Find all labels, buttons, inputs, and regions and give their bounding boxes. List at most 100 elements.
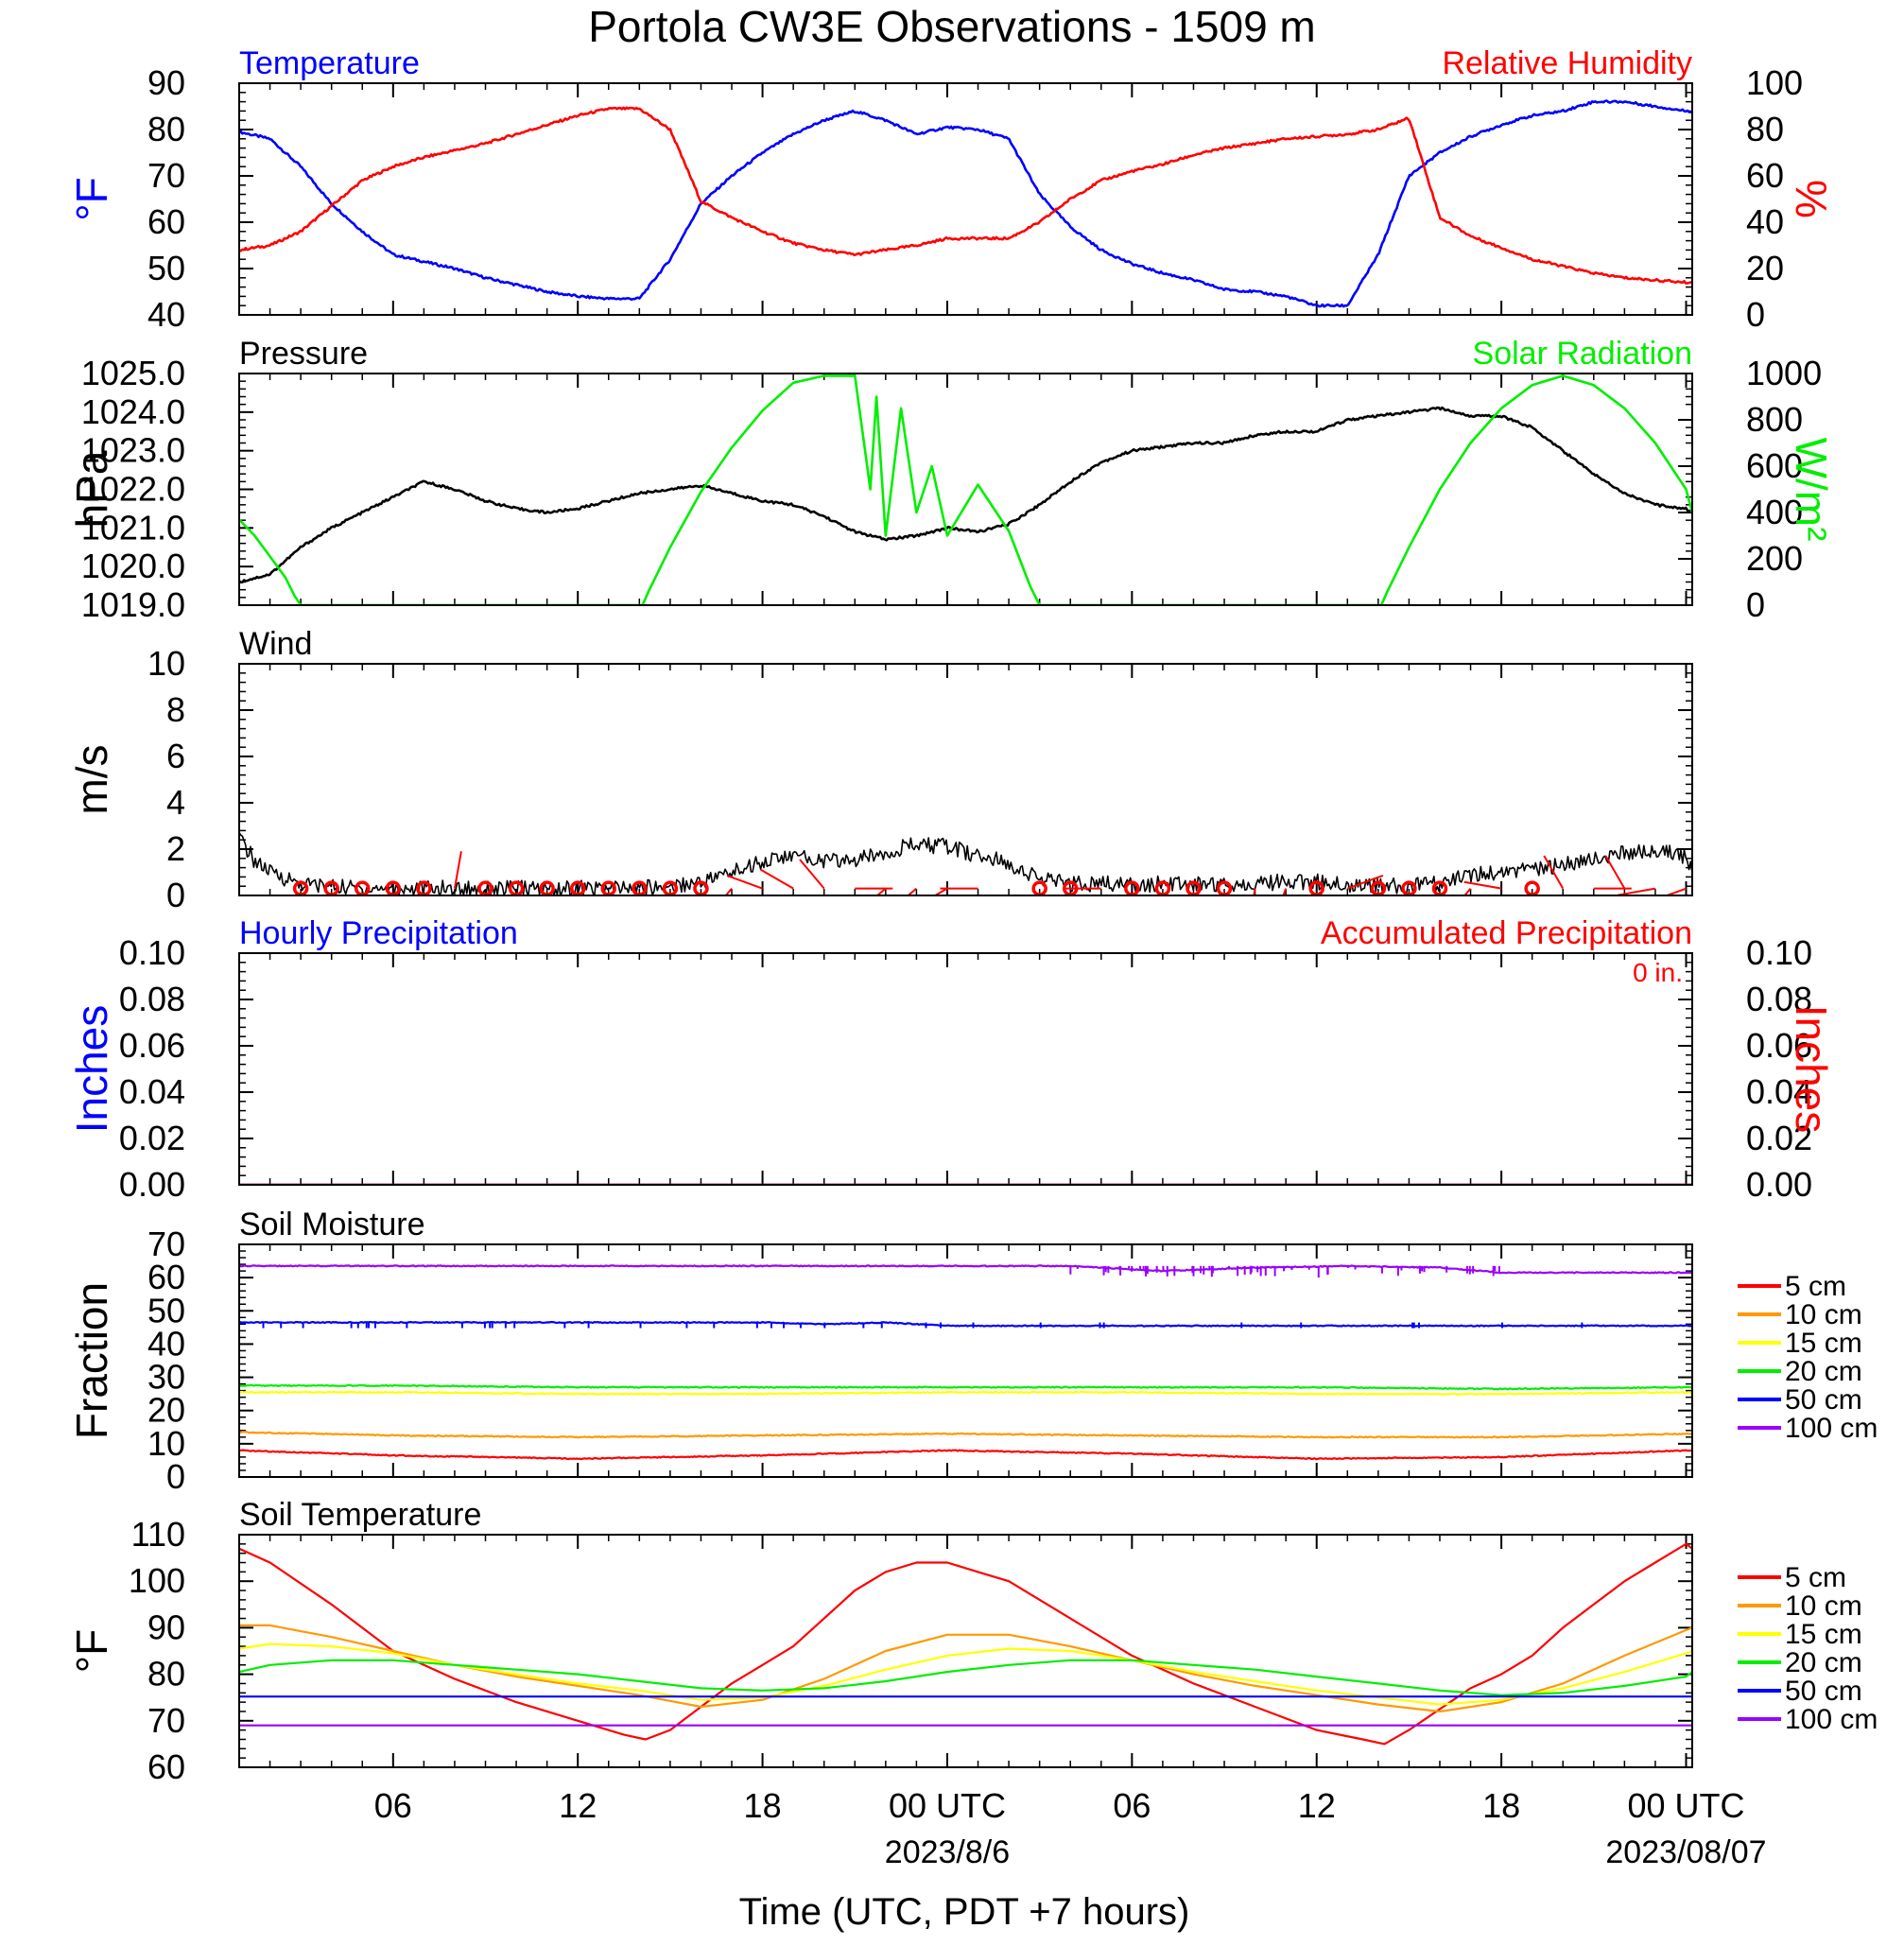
y-tick-label: 0.08 [119, 980, 185, 1018]
series-line-5-cm [239, 1542, 1692, 1746]
series-line-10-cm [239, 1624, 1692, 1713]
panel-1: 40 50 60 70 80 90 0 20 40 60 80 100 Temperature Relat… [67, 45, 1836, 334]
x-date-label: 2023/8/6 [885, 1834, 1010, 1870]
series-group [239, 99, 1692, 308]
y-axis-label-left: Inches [67, 1005, 116, 1134]
x-tick-label: 00 UTC [1627, 1786, 1744, 1825]
y-axis-label-right: % [1787, 180, 1836, 218]
panel-frame [238, 1243, 1693, 1478]
y-tick-label: 30 [147, 1358, 185, 1397]
series-line-relative-humidity [239, 106, 1692, 285]
y-right-tick-label: 200 [1746, 539, 1803, 578]
wind-barb [933, 887, 948, 895]
y-right-tick-label: 60 [1746, 156, 1784, 195]
legend-label: 20 cm [1785, 1647, 1862, 1678]
y-tick-label: 8 [166, 690, 185, 729]
series-line-20-cm [239, 1383, 1692, 1391]
y-right-tick-label: 0.10 [1746, 933, 1812, 972]
y-right-tick-label: 0.06 [1746, 1026, 1812, 1065]
series-line-5-cm [239, 1449, 1692, 1461]
y-tick-label: 70 [147, 1225, 185, 1263]
y-tick-label: 0.04 [119, 1072, 185, 1111]
y-tick-label: 50 [147, 1291, 185, 1329]
y-axis-label-left: °F [67, 1629, 116, 1674]
y-tick-label: 1020.0 [81, 547, 185, 585]
series-group [239, 1542, 1692, 1746]
legend-label: 15 cm [1785, 1328, 1862, 1359]
y-tick-label: 90 [147, 1607, 185, 1646]
series-line-wind [239, 831, 1692, 895]
y-tick-label: 0 [166, 876, 185, 914]
legend-label: 50 cm [1785, 1676, 1862, 1707]
y-axis-label-left: m/s [67, 744, 116, 814]
legend-label: 100 cm [1785, 1413, 1878, 1444]
x-axis-label: Time (UTC, PDT +7 hours) [739, 1891, 1190, 1933]
y-tick-label: 40 [147, 1324, 185, 1363]
series-line-15-cm [239, 1642, 1692, 1706]
y-axis-label-left: Fraction [67, 1282, 116, 1439]
y-right-tick-label: 0.02 [1746, 1119, 1812, 1157]
y-right-tick-label: 40 [1746, 202, 1784, 241]
wind-barb [1543, 855, 1565, 890]
y-tick-label: 2 [166, 829, 185, 868]
y-axis-label-left: °F [67, 177, 116, 221]
y-tick-label: 0.00 [119, 1165, 185, 1204]
y-right-tick-label: 800 [1746, 400, 1803, 439]
y-tick-label: 50 [147, 249, 185, 287]
panel-title-left: Pressure [239, 336, 368, 372]
legend-label: 20 cm [1785, 1356, 1862, 1387]
series-line-100-cm [239, 1264, 1692, 1275]
wind-barb [1463, 880, 1502, 890]
y-tick-label: 1023.0 [81, 431, 185, 470]
series-group [239, 374, 1692, 605]
legend-label: 5 cm [1785, 1562, 1846, 1593]
y-tick-label: 60 [147, 1747, 185, 1786]
y-tick-label: 1025.0 [81, 354, 185, 392]
y-tick-label: 40 [147, 295, 185, 334]
wind-barb [1253, 888, 1256, 895]
y-tick-label: 1021.0 [81, 508, 185, 547]
panel-frame [238, 82, 1693, 316]
panel-title-left: Soil Moisture [239, 1207, 425, 1242]
y-tick-label: 60 [147, 202, 185, 241]
wind-barb [799, 859, 825, 890]
wind-barb [1282, 888, 1288, 895]
series-line-50-cm [239, 1321, 1692, 1328]
wind-barb [1618, 887, 1656, 895]
panel-4: 0.00 0.02 0.04 0.06 0.08 0.10 0.00 0.02 0.04 0.06… [67, 915, 1836, 1204]
legend-label: 5 cm [1785, 1271, 1846, 1302]
panel-title-right: Relative Humidity [1442, 45, 1692, 81]
x-tick-label: 06 [374, 1786, 412, 1825]
x-tick-label: 12 [1298, 1786, 1336, 1825]
wind-barb [760, 868, 794, 890]
y-tick-label: 1024.0 [81, 392, 185, 431]
y-right-tick-label: 0 [1746, 295, 1765, 334]
series-line-temperature [239, 99, 1692, 308]
y-tick-label: 10 [147, 1424, 185, 1463]
panel-title-left: Temperature [239, 45, 420, 81]
y-tick-label: 90 [147, 63, 185, 102]
y-right-tick-label: 0 [1746, 585, 1765, 624]
y-tick-label: 70 [147, 156, 185, 195]
y-tick-label: 110 [131, 1515, 185, 1554]
panel-frame [238, 952, 1693, 1186]
panel-title-left: Soil Temperature [239, 1497, 481, 1533]
legend-label: 10 cm [1785, 1590, 1862, 1622]
y-right-tick-label: 0.00 [1746, 1165, 1812, 1204]
y-tick-label: 0 [166, 1457, 185, 1496]
chart-title: Portola CW3E Observations - 1509 m [588, 2, 1316, 51]
x-date-label: 2023/08/07 [1605, 1834, 1766, 1870]
y-tick-label: 1022.0 [81, 470, 185, 509]
y-tick-label: 6 [166, 737, 185, 775]
x-tick-label: 06 [1113, 1786, 1151, 1825]
series-line-pressure [239, 406, 1692, 584]
x-axis: 06 12 18 00 UTC 2023/8/6 06 12 18 00 UTC 2023/08/… [374, 1786, 1767, 1870]
panel-title-right: Accumulated Precipitation [1321, 915, 1692, 951]
series-line-20-cm [239, 1659, 1692, 1696]
y-axis-label-left: hPa [67, 450, 116, 528]
y-tick-label: 20 [147, 1391, 185, 1430]
